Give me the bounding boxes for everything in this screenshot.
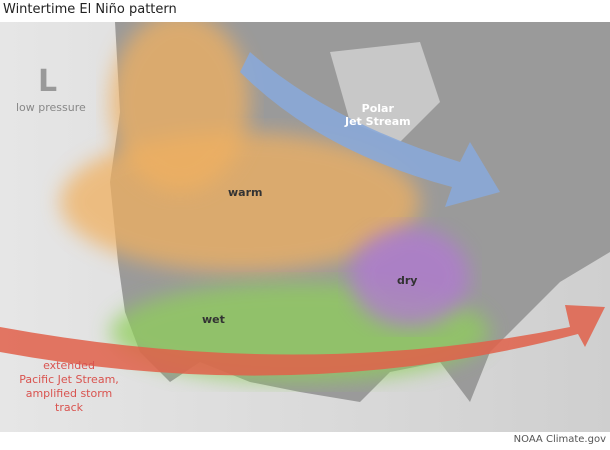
polar-jet-stream-arrow bbox=[240, 52, 500, 207]
wet-label: wet bbox=[202, 313, 225, 326]
warm-label: warm bbox=[228, 186, 263, 199]
low-pressure-symbol: L bbox=[38, 64, 58, 99]
credit: NOAA Climate.gov bbox=[513, 434, 606, 445]
map bbox=[0, 22, 610, 432]
dry-label: dry bbox=[397, 274, 418, 287]
map-title: Wintertime El Niño pattern bbox=[3, 2, 177, 17]
hudson-bay bbox=[330, 42, 440, 142]
dry-region bbox=[350, 227, 470, 327]
pacific-jet-label: extended Pacific Jet Stream, amplified s… bbox=[19, 359, 119, 414]
pacific-jet-stream-arrow bbox=[0, 305, 605, 376]
polar-jet-label: Polar Jet Stream bbox=[345, 102, 411, 128]
low-pressure-label: low pressure bbox=[16, 101, 86, 114]
warm-region-north bbox=[110, 22, 250, 192]
